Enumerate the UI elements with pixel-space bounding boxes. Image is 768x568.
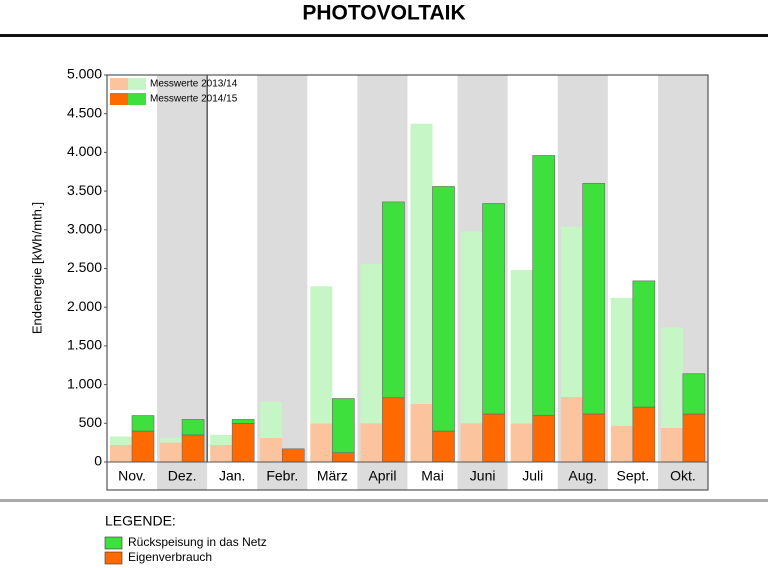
bottom-rule	[0, 499, 768, 502]
bar-segment	[310, 286, 333, 424]
y-tick-label: 3.000	[67, 221, 102, 237]
bar-segment	[260, 401, 283, 439]
bar-segment	[560, 396, 583, 462]
legend-label: Rückspeisung in das Netz	[128, 535, 267, 549]
x-tick-label: März	[317, 468, 348, 484]
category-cell	[457, 462, 508, 490]
bar-segment	[210, 434, 233, 445]
bar-segment	[632, 406, 656, 463]
category-cell	[157, 462, 208, 490]
x-tick-label: Sept.	[617, 468, 650, 484]
category-cell	[657, 462, 708, 490]
y-tick-label: 5.000	[67, 66, 102, 82]
legend-swatch	[104, 551, 123, 565]
legend-label: Messwerte 2013/14	[150, 79, 238, 90]
chart-title: PHOTOVOLTAIK	[302, 2, 465, 25]
bar-segment	[482, 413, 505, 463]
bar-segment	[510, 270, 533, 424]
x-tick-label: Mai	[421, 468, 444, 484]
x-tick-label: Dez.	[168, 468, 197, 484]
bar-segment	[360, 263, 383, 424]
bar-segment	[660, 327, 683, 428]
x-tick-label: Juli	[522, 468, 543, 484]
bar-segment	[432, 430, 455, 463]
category-cell	[557, 462, 608, 490]
bar-segment	[582, 183, 606, 415]
bar-segment	[410, 403, 433, 462]
legend-title: LEGENDE:	[105, 513, 176, 529]
bar-segment	[682, 373, 706, 415]
bar-segment	[460, 231, 483, 424]
bar-segment	[682, 413, 706, 463]
bar-segment	[532, 415, 555, 463]
x-tick-label: Febr.	[266, 468, 298, 484]
bar-segment	[231, 422, 255, 463]
band	[157, 75, 208, 462]
legend-label: Eigenverbrauch	[128, 550, 212, 564]
bar-segment	[382, 201, 405, 399]
bar-segment	[632, 280, 656, 408]
y-tick-label: 2.500	[67, 259, 102, 275]
bar-segment	[181, 434, 205, 463]
x-tick-label: Juni	[470, 468, 496, 484]
bar-segment	[210, 444, 233, 462]
bar-segment	[160, 442, 183, 462]
x-tick-label: Nov.	[118, 468, 146, 484]
bar-segment	[281, 448, 305, 463]
y-tick-label: 1.000	[67, 375, 102, 391]
bar-segment	[510, 423, 533, 462]
bar-segment	[482, 203, 505, 415]
bar-segment	[332, 452, 355, 463]
bar-segment	[660, 427, 683, 462]
bar-segment	[110, 444, 132, 462]
bar-segment	[260, 438, 283, 462]
bar-segment	[610, 297, 633, 426]
legend-swatch	[104, 536, 123, 550]
y-tick-label: 500	[79, 414, 103, 430]
bar-segment	[160, 438, 183, 443]
bar-segment	[560, 226, 583, 397]
title-rule	[0, 34, 768, 37]
bar-segment	[231, 419, 255, 424]
legend-swatch	[110, 78, 128, 90]
legend-swatch	[128, 78, 146, 90]
band	[257, 75, 308, 462]
legend-swatch	[110, 93, 128, 105]
bar-segment	[610, 425, 633, 462]
category-cell	[357, 462, 408, 490]
bar-segment	[532, 155, 555, 416]
y-tick-label: 0	[94, 453, 102, 469]
bar-segment	[332, 398, 355, 454]
legend-label: Messwerte 2014/15	[150, 94, 238, 105]
y-tick-label: 2.000	[67, 298, 102, 314]
y-tick-label: 4.500	[67, 104, 102, 120]
y-tick-label: 4.000	[67, 143, 102, 159]
bar-segment	[582, 413, 606, 463]
bar-segment	[382, 397, 405, 463]
x-tick-label: April	[368, 468, 396, 484]
bar-segment	[131, 430, 155, 463]
bar-segment	[460, 423, 483, 462]
x-tick-label: Aug.	[568, 468, 597, 484]
x-tick-label: Okt.	[670, 468, 696, 484]
y-tick-label: 1.500	[67, 337, 102, 353]
plot-frame	[106, 74, 709, 491]
legend-swatch	[128, 93, 146, 105]
bar-segment	[360, 423, 383, 462]
bar-segment	[181, 419, 205, 436]
bar-segment	[410, 123, 433, 404]
bar-segment	[131, 415, 155, 432]
bar-segment	[310, 423, 333, 462]
category-cell	[257, 462, 308, 490]
bar-segment	[110, 436, 132, 445]
y-tick-label: 3.500	[67, 182, 102, 198]
bar-segment	[432, 186, 455, 432]
y-axis-label: Endenergie [kWh/mth.]	[29, 202, 44, 334]
x-tick-label: Jan.	[219, 468, 245, 484]
